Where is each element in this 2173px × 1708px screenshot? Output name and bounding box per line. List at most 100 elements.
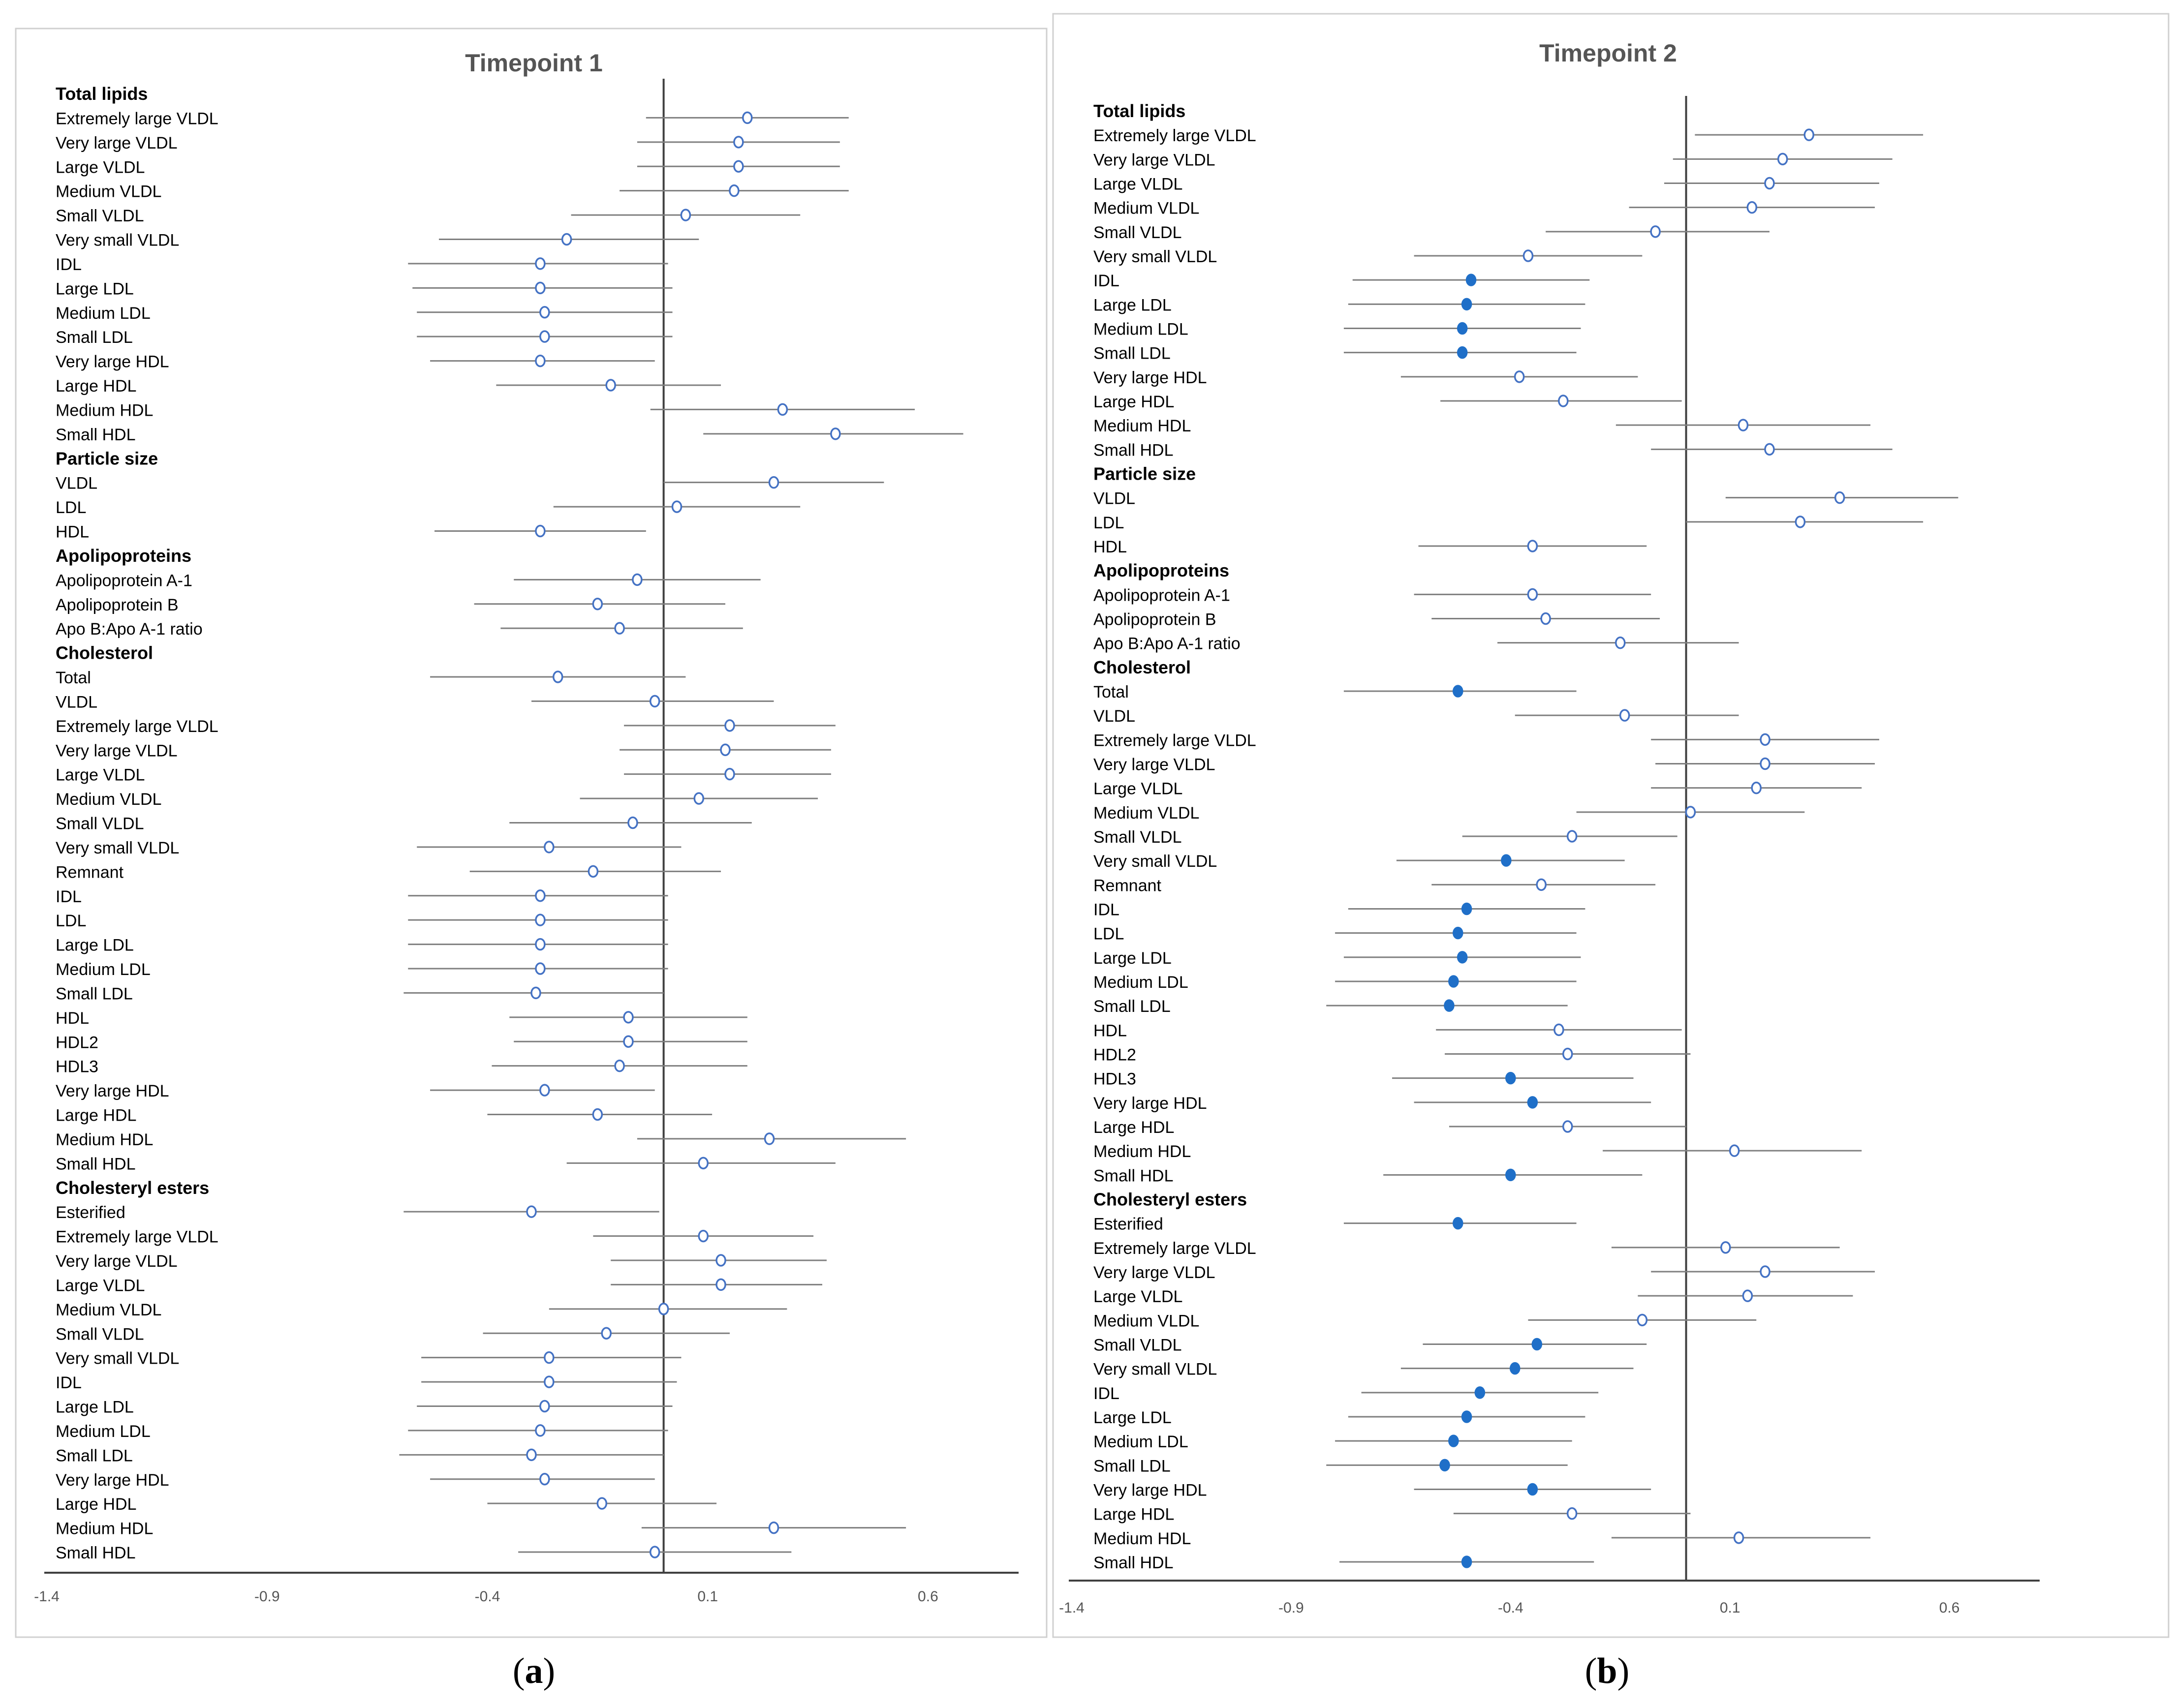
- row-label: Extremely large VLDL: [1093, 1239, 1256, 1258]
- estimate-marker: [1558, 395, 1569, 407]
- row-label: Medium HDL: [56, 401, 153, 420]
- estimate-marker-significant: [1505, 1071, 1516, 1085]
- row-label: Medium VLDL: [56, 183, 161, 201]
- row-label: Small VLDL: [56, 1325, 144, 1343]
- row-label: HDL: [1093, 538, 1127, 556]
- estimate-marker: [539, 1084, 550, 1097]
- estimate-marker-significant: [1457, 346, 1468, 359]
- row-label: Apolipoprotein A-1: [56, 571, 192, 590]
- estimate-marker: [592, 598, 603, 610]
- estimate-marker: [614, 622, 625, 635]
- row-label: Small LDL: [56, 328, 133, 347]
- group-header-label: Cholesterol: [56, 643, 153, 663]
- estimate-marker: [1733, 1531, 1744, 1544]
- row-label: VLDL: [1093, 489, 1135, 508]
- group-header-label: Particle size: [1093, 464, 1196, 484]
- estimate-marker: [1650, 225, 1661, 238]
- row-label: Extremely large VLDL: [56, 1228, 218, 1247]
- estimate-marker: [1527, 588, 1538, 601]
- row-label: Medium HDL: [1093, 417, 1191, 435]
- estimate-marker: [1795, 516, 1806, 528]
- row-label: Extremely large VLDL: [1093, 126, 1256, 145]
- row-label: Small HDL: [56, 1544, 135, 1562]
- estimate-marker: [1738, 419, 1749, 431]
- estimate-marker: [1619, 709, 1630, 722]
- group-header-label: Cholesteryl esters: [56, 1178, 209, 1198]
- row-label: IDL: [56, 1373, 82, 1392]
- estimate-marker-significant: [1457, 951, 1468, 964]
- estimate-marker: [632, 573, 643, 586]
- chart-title: Timepoint 2: [1539, 39, 1677, 67]
- row-label: Medium LDL: [1093, 973, 1188, 992]
- estimate-marker: [530, 986, 541, 1000]
- row-label: Very large HDL: [56, 1082, 169, 1100]
- estimate-marker: [680, 209, 691, 221]
- estimate-marker: [535, 281, 546, 295]
- row-label: Small LDL: [56, 984, 133, 1003]
- x-tick-label: -1.4: [1059, 1600, 1085, 1616]
- row-label: Very large VLDL: [1093, 151, 1215, 169]
- row-label: IDL: [1093, 1384, 1119, 1403]
- row-label: HDL2: [1093, 1046, 1136, 1065]
- estimate-marker-significant: [1505, 1168, 1516, 1182]
- estimate-marker: [1760, 1265, 1770, 1278]
- estimate-marker-significant: [1461, 902, 1472, 915]
- row-label: LDL: [56, 912, 86, 930]
- panel-frame: [15, 28, 1048, 1638]
- estimate-marker: [729, 184, 740, 197]
- estimate-marker: [1729, 1144, 1740, 1157]
- row-label: Very small VLDL: [56, 231, 179, 250]
- row-label: Apolipoprotein A-1: [1093, 586, 1230, 605]
- estimate-marker: [671, 500, 683, 513]
- estimate-marker: [1746, 201, 1758, 214]
- estimate-marker: [1637, 1313, 1648, 1327]
- row-label: Small LDL: [1093, 997, 1171, 1016]
- row-label: Large VLDL: [1093, 1287, 1182, 1306]
- estimate-marker: [724, 767, 735, 781]
- row-label: IDL: [1093, 901, 1119, 919]
- estimate-marker-significant: [1509, 1362, 1521, 1375]
- estimate-marker: [768, 476, 779, 489]
- row-label: Large LDL: [1093, 296, 1172, 314]
- row-label: HDL3: [1093, 1070, 1136, 1089]
- estimate-marker: [535, 962, 546, 975]
- row-label: Apolipoprotein B: [1093, 610, 1216, 629]
- estimate-marker: [1685, 806, 1696, 819]
- estimate-marker: [1522, 249, 1534, 262]
- x-tick-label: -0.4: [1498, 1600, 1523, 1616]
- estimate-marker: [1540, 612, 1551, 625]
- row-label: Small HDL: [56, 1155, 135, 1173]
- row-label: Large LDL: [56, 936, 134, 955]
- estimate-marker: [535, 914, 546, 926]
- estimate-marker: [539, 1473, 550, 1486]
- estimate-marker: [764, 1132, 775, 1145]
- row-label: Extremely large VLDL: [56, 109, 218, 128]
- row-label: Small HDL: [56, 426, 135, 444]
- estimate-marker-significant: [1527, 1096, 1538, 1109]
- row-label: Small HDL: [1093, 441, 1173, 459]
- row-label: Small LDL: [1093, 1457, 1171, 1475]
- estimate-marker-significant: [1461, 298, 1472, 311]
- row-label: Esterified: [56, 1203, 125, 1222]
- row-label: Small VLDL: [1093, 223, 1182, 242]
- x-tick-label: 0.6: [1939, 1600, 1960, 1616]
- estimate-marker: [649, 695, 660, 708]
- estimate-marker: [544, 841, 555, 854]
- estimate-marker: [561, 233, 572, 246]
- row-label: LDL: [1093, 925, 1124, 944]
- row-label: LDL: [56, 498, 86, 517]
- estimate-marker: [544, 1375, 555, 1388]
- estimate-marker-significant: [1474, 1386, 1486, 1399]
- row-label: Small VLDL: [56, 815, 144, 833]
- estimate-marker: [539, 306, 550, 319]
- row-label: HDL2: [56, 1033, 98, 1052]
- group-header-label: Apolipoproteins: [56, 546, 191, 566]
- chart-title: Timepoint 1: [465, 49, 603, 77]
- estimate-marker-significant: [1453, 685, 1463, 698]
- estimate-marker: [544, 1351, 555, 1364]
- estimate-marker-significant: [1453, 926, 1463, 940]
- row-label: Small VLDL: [1093, 1336, 1182, 1355]
- row-label: Total: [1093, 683, 1129, 702]
- estimate-marker-significant: [1457, 322, 1468, 335]
